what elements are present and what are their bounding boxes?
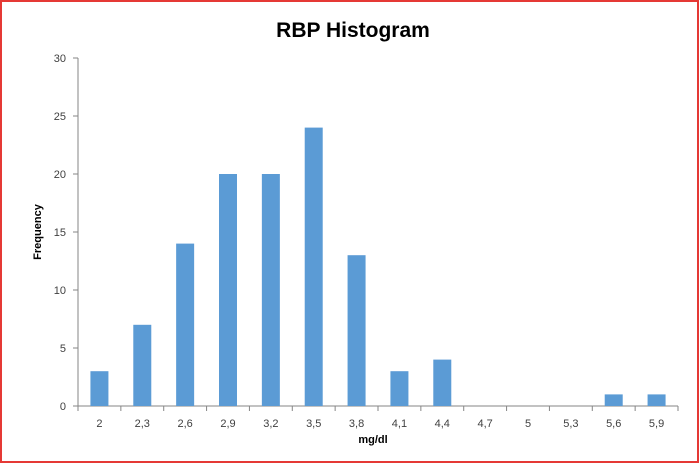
y-axis-title: Frequency bbox=[32, 203, 44, 260]
bar-5-9 bbox=[647, 394, 666, 406]
bar-5-6 bbox=[604, 394, 623, 406]
bar-3-8 bbox=[347, 255, 366, 406]
bars bbox=[90, 127, 666, 406]
x-tick-label: 5,6 bbox=[606, 418, 621, 430]
x-tick-label: 2,3 bbox=[135, 418, 150, 430]
y-tick-label: 30 bbox=[54, 53, 66, 65]
x-tick-label: 5,3 bbox=[563, 418, 578, 430]
y-tick-label: 5 bbox=[60, 343, 66, 355]
bar-3-2 bbox=[261, 174, 280, 406]
x-tick-label: 2,6 bbox=[177, 418, 192, 430]
x-tick-label: 5 bbox=[525, 418, 531, 430]
y-tick-label: 20 bbox=[54, 169, 66, 181]
x-tick-label: 4,7 bbox=[477, 418, 492, 430]
x-tick-label: 5,9 bbox=[649, 418, 664, 430]
bar-2-6 bbox=[176, 243, 195, 406]
y-tick-label: 15 bbox=[54, 227, 66, 239]
x-axis-title: mg/dl bbox=[358, 434, 387, 446]
x-tick-label: 3,8 bbox=[349, 418, 364, 430]
x-tick-label: 4,4 bbox=[435, 418, 450, 430]
bar-2-9 bbox=[219, 174, 237, 406]
x-tick-label: 4,1 bbox=[392, 418, 407, 430]
y-tick-label: 0 bbox=[60, 401, 66, 413]
x-tick-label: 3,5 bbox=[306, 418, 321, 430]
bar-4-1 bbox=[390, 371, 409, 406]
chart-title: RBP Histogram bbox=[276, 19, 430, 42]
y-axis: 0 5 10 15 20 25 30 bbox=[54, 53, 79, 413]
x-tick-label: 2,9 bbox=[220, 418, 235, 430]
bar-3-5 bbox=[304, 127, 323, 406]
bar-2-3 bbox=[133, 324, 152, 406]
y-tick-label: 25 bbox=[54, 111, 66, 123]
bar-4-4 bbox=[433, 359, 452, 406]
x-axis: 2 2,3 2,6 2,9 3,2 3,5 3,8 4,1 4,4 4,7 5 5,3 5,6 5,9 bbox=[77, 405, 679, 430]
y-tick-label: 10 bbox=[54, 285, 66, 297]
x-tick-label: 3,2 bbox=[263, 418, 278, 430]
x-tick-label: 2 bbox=[96, 418, 102, 430]
bar-2 bbox=[90, 371, 109, 406]
